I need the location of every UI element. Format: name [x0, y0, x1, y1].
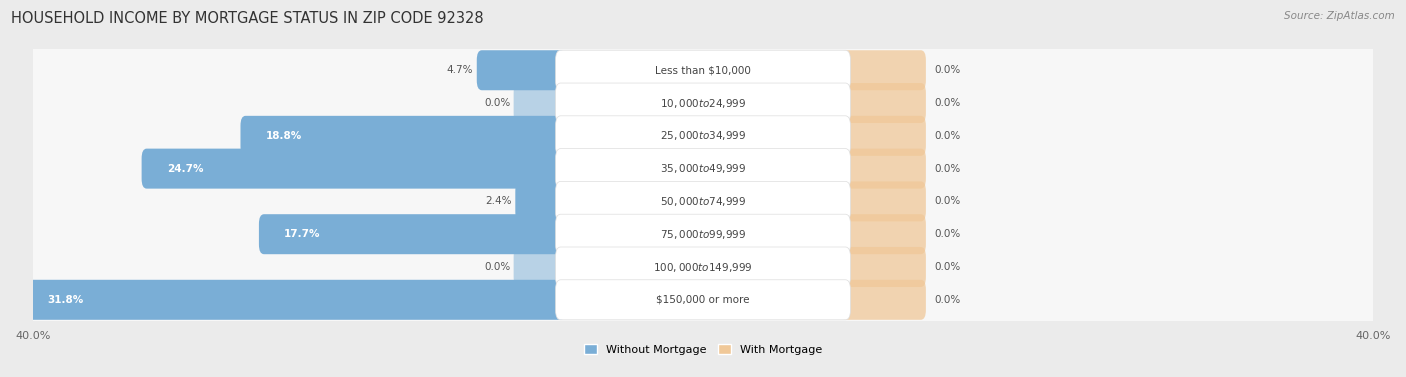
FancyBboxPatch shape	[555, 247, 851, 287]
FancyBboxPatch shape	[841, 50, 927, 90]
Text: 17.7%: 17.7%	[284, 229, 321, 239]
FancyBboxPatch shape	[841, 83, 927, 123]
Text: $150,000 or more: $150,000 or more	[657, 295, 749, 305]
FancyBboxPatch shape	[841, 116, 927, 156]
Text: 0.0%: 0.0%	[934, 229, 960, 239]
Text: $75,000 to $99,999: $75,000 to $99,999	[659, 228, 747, 241]
Text: 18.8%: 18.8%	[266, 131, 302, 141]
Text: 4.7%: 4.7%	[447, 65, 474, 75]
Text: $50,000 to $74,999: $50,000 to $74,999	[659, 195, 747, 208]
Text: $25,000 to $34,999: $25,000 to $34,999	[659, 129, 747, 143]
FancyBboxPatch shape	[477, 50, 565, 90]
Text: Less than $10,000: Less than $10,000	[655, 65, 751, 75]
FancyBboxPatch shape	[22, 279, 1384, 321]
FancyBboxPatch shape	[22, 82, 1384, 124]
FancyBboxPatch shape	[555, 50, 851, 90]
Text: Source: ZipAtlas.com: Source: ZipAtlas.com	[1284, 11, 1395, 21]
FancyBboxPatch shape	[841, 149, 927, 188]
FancyBboxPatch shape	[259, 214, 565, 254]
FancyBboxPatch shape	[555, 181, 851, 221]
FancyBboxPatch shape	[240, 116, 565, 156]
FancyBboxPatch shape	[841, 280, 927, 320]
FancyBboxPatch shape	[513, 83, 565, 123]
FancyBboxPatch shape	[22, 213, 1384, 256]
Text: 2.4%: 2.4%	[485, 196, 512, 207]
FancyBboxPatch shape	[555, 116, 851, 156]
FancyBboxPatch shape	[142, 149, 565, 188]
Text: 24.7%: 24.7%	[167, 164, 204, 174]
Text: 0.0%: 0.0%	[484, 98, 510, 108]
FancyBboxPatch shape	[22, 246, 1384, 288]
Text: HOUSEHOLD INCOME BY MORTGAGE STATUS IN ZIP CODE 92328: HOUSEHOLD INCOME BY MORTGAGE STATUS IN Z…	[11, 11, 484, 26]
FancyBboxPatch shape	[22, 147, 1384, 190]
Text: 0.0%: 0.0%	[934, 262, 960, 272]
FancyBboxPatch shape	[555, 280, 851, 320]
Text: 0.0%: 0.0%	[484, 262, 510, 272]
Text: 31.8%: 31.8%	[48, 295, 84, 305]
Text: 0.0%: 0.0%	[934, 196, 960, 207]
FancyBboxPatch shape	[22, 280, 565, 320]
FancyBboxPatch shape	[841, 214, 927, 254]
Legend: Without Mortgage, With Mortgage: Without Mortgage, With Mortgage	[579, 339, 827, 359]
FancyBboxPatch shape	[22, 115, 1384, 157]
FancyBboxPatch shape	[513, 247, 565, 287]
Text: 0.0%: 0.0%	[934, 65, 960, 75]
FancyBboxPatch shape	[22, 180, 1384, 223]
FancyBboxPatch shape	[516, 181, 565, 221]
Text: $35,000 to $49,999: $35,000 to $49,999	[659, 162, 747, 175]
FancyBboxPatch shape	[555, 149, 851, 188]
Text: $100,000 to $149,999: $100,000 to $149,999	[654, 261, 752, 273]
FancyBboxPatch shape	[555, 214, 851, 254]
FancyBboxPatch shape	[22, 49, 1384, 92]
FancyBboxPatch shape	[841, 247, 927, 287]
FancyBboxPatch shape	[555, 83, 851, 123]
Text: 0.0%: 0.0%	[934, 98, 960, 108]
Text: 0.0%: 0.0%	[934, 295, 960, 305]
FancyBboxPatch shape	[841, 181, 927, 221]
Text: 0.0%: 0.0%	[934, 131, 960, 141]
Text: 0.0%: 0.0%	[934, 164, 960, 174]
Text: $10,000 to $24,999: $10,000 to $24,999	[659, 97, 747, 110]
